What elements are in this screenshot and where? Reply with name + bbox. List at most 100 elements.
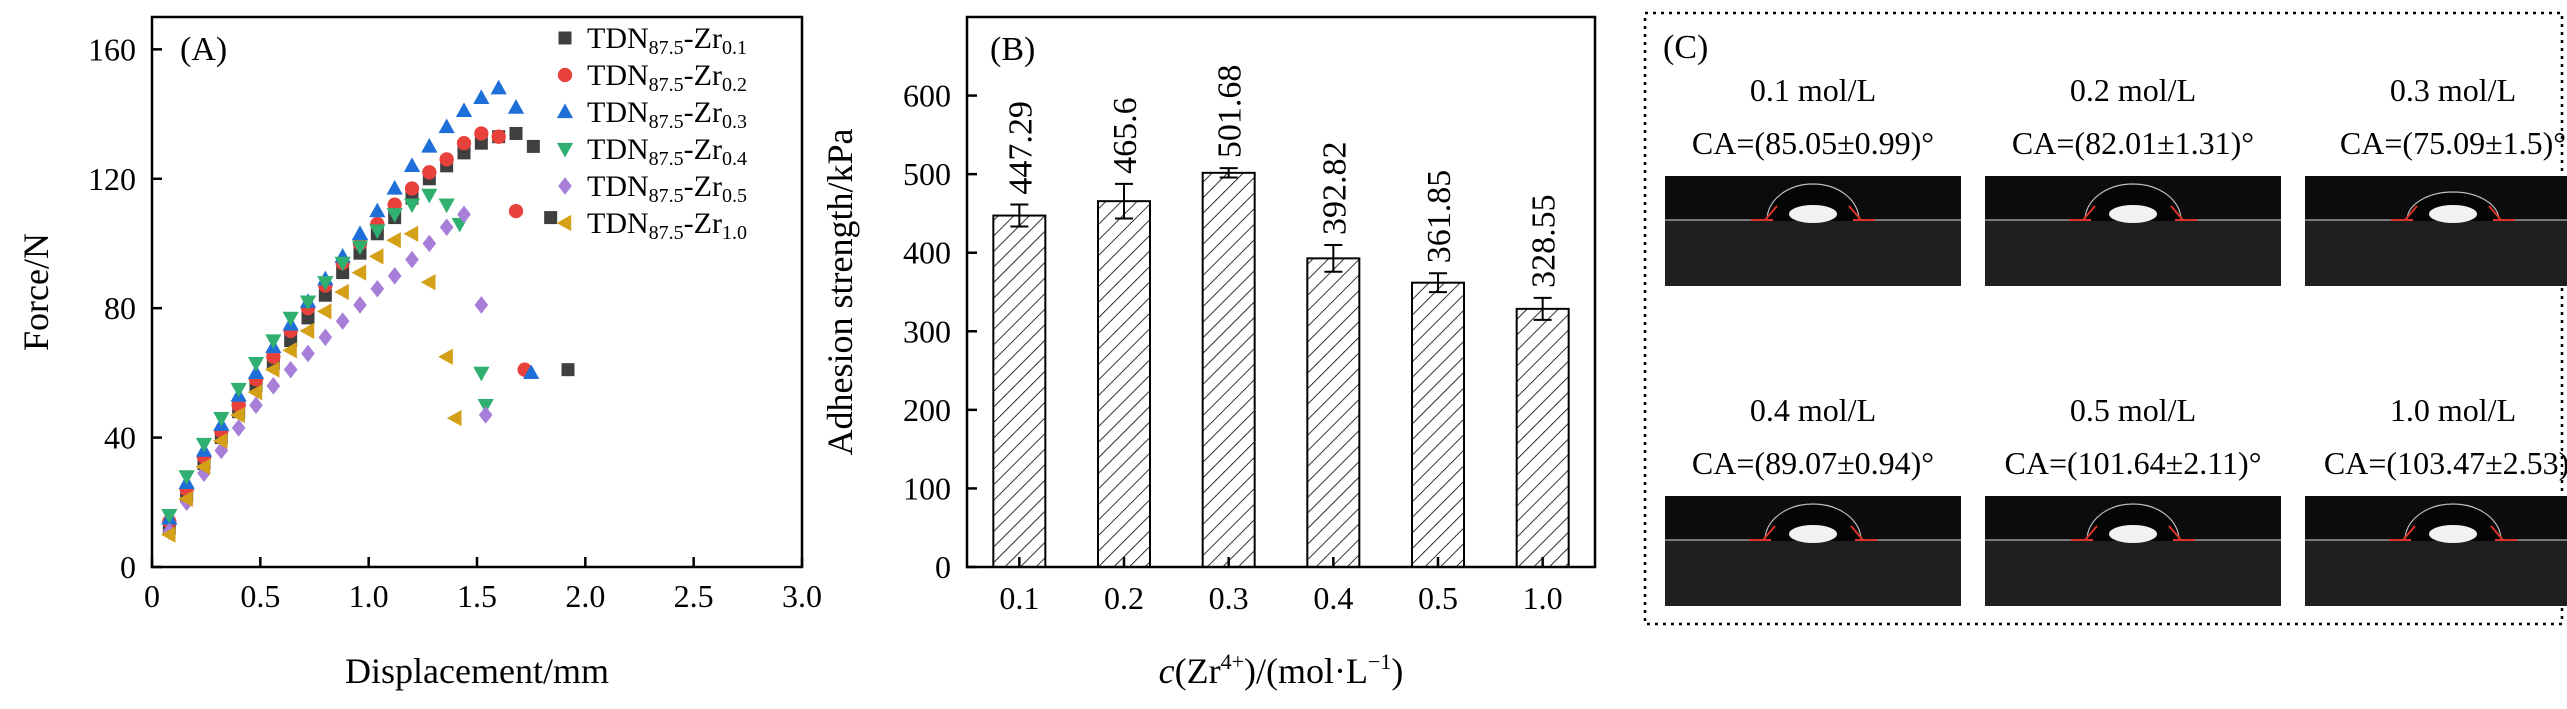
bar-value-label: 361.85 <box>1421 170 1458 264</box>
x-tick-label: 0 <box>144 578 160 614</box>
y-tick-label: 0 <box>120 549 136 585</box>
data-point <box>370 279 385 298</box>
data-point <box>318 328 333 347</box>
data-point <box>387 267 402 285</box>
legend-marker <box>558 31 572 45</box>
data-point <box>265 334 282 349</box>
droplet-highlight <box>1789 205 1837 223</box>
legend-label: TDN87.5-Zr0.2 <box>587 59 747 96</box>
data-point <box>334 256 351 272</box>
data-point <box>422 234 437 253</box>
legend-marker <box>558 177 572 195</box>
data-point <box>178 490 193 508</box>
data-point <box>316 303 332 320</box>
data-point <box>438 118 455 134</box>
data-point <box>301 311 315 325</box>
x-tick-label: 0.5 <box>240 578 280 614</box>
data-point <box>195 458 211 475</box>
data-point <box>446 410 462 427</box>
data-point <box>160 526 176 543</box>
data-point <box>212 432 228 449</box>
data-point <box>231 419 246 437</box>
bar-1.0 <box>1515 307 1570 568</box>
data-point <box>386 232 401 249</box>
y-tick-label: 40 <box>104 420 136 456</box>
droplet-highlight <box>1789 525 1837 543</box>
data-point <box>421 188 438 204</box>
droplet-photo <box>2305 496 2567 606</box>
y-tick-label: 400 <box>903 235 951 271</box>
x-tick-label: 1.0 <box>1523 580 1563 616</box>
data-point <box>369 224 386 239</box>
contact-angle-cell: 0.3 mol/L CA=(75.09±1.5)° <box>2305 72 2567 286</box>
bar-0.2 <box>1097 200 1151 569</box>
series-0.1 <box>162 126 575 535</box>
contact-angle-label: CA=(82.01±1.31)° <box>2012 125 2254 161</box>
data-point <box>420 274 436 291</box>
contact-angle-cell: 1.0 mol/L CA=(103.47±2.53)° <box>2305 392 2567 606</box>
data-point <box>299 322 315 339</box>
droplet-photo <box>1985 176 2281 286</box>
data-point <box>405 250 419 269</box>
y-tick-label: 600 <box>903 78 951 114</box>
series-0.5 <box>162 205 493 541</box>
data-point <box>508 203 524 219</box>
substrate-overlay <box>2305 221 2567 251</box>
contact-angle-label: CA=(103.47±2.53)° <box>2324 445 2567 481</box>
data-point <box>368 248 384 265</box>
droplet-highlight <box>2109 525 2157 543</box>
legend-marker <box>556 103 574 119</box>
data-point <box>197 464 211 482</box>
x-tick-label: 0.2 <box>1104 580 1144 616</box>
y-tick-label: 0 <box>935 549 951 585</box>
x-tick-label: 3.0 <box>782 578 822 614</box>
y-tick-label: 300 <box>903 313 951 349</box>
angle-marker-right <box>2170 205 2184 221</box>
data-point <box>457 146 471 160</box>
data-point <box>526 139 540 153</box>
angle-marker-left <box>2404 205 2418 221</box>
data-point <box>266 377 281 395</box>
legend-item: TDN87.5-Zr0.2 <box>557 59 747 96</box>
concentration-label: 1.0 mol/L <box>2390 392 2516 428</box>
x-tick-label: 1.5 <box>457 578 497 614</box>
series-1.0 <box>160 225 462 543</box>
data-point <box>247 357 265 372</box>
data-point <box>478 406 493 424</box>
data-point <box>369 202 386 218</box>
data-point <box>335 312 350 330</box>
legend-marker <box>557 67 573 83</box>
panel-a-x-axis-title: Displacement/mm <box>345 651 609 691</box>
contact-angle-cell: 0.4 mol/L CA=(89.07±0.94)° <box>1665 392 1961 606</box>
data-point <box>351 240 369 256</box>
data-point <box>230 382 247 398</box>
series-0.4 <box>161 188 494 524</box>
x-tick-label: 2.0 <box>565 578 605 614</box>
data-point <box>336 266 350 280</box>
data-point <box>161 509 178 524</box>
panel-a-x-axis: 0 0.5 1.0 1.5 2.0 2.5 3.0 <box>144 557 822 614</box>
panel-b-y-axis-title: Adhesion strength/kPa <box>820 129 860 456</box>
data-point <box>474 136 488 150</box>
angle-marker-left <box>2084 525 2098 541</box>
legend-label: TDN87.5-Zr0.3 <box>587 96 747 133</box>
substrate-overlay <box>1665 541 1961 579</box>
data-point <box>438 198 455 214</box>
droplet-photo <box>1665 496 1961 606</box>
panel-a-label: (A) <box>180 31 227 68</box>
panel-a-y-axis: 0 40 80 120 160 <box>88 31 162 585</box>
bar-0.5 <box>1411 281 1465 568</box>
droplet-photo <box>1665 176 1961 286</box>
panel-a-legend: TDN87.5-Zr0.1TDN87.5-Zr0.2TDN87.5-Zr0.3T… <box>556 22 747 244</box>
x-tick-label: 0.1 <box>999 580 1039 616</box>
x-tick-label: 0.5 <box>1418 580 1458 616</box>
y-tick-label: 80 <box>104 290 136 326</box>
substrate-overlay <box>1665 221 1961 259</box>
data-point <box>490 79 507 95</box>
bar-0.4 <box>1306 257 1361 568</box>
x-tick-label: 0.3 <box>1209 580 1249 616</box>
x-tick-label: 0.4 <box>1313 580 1353 616</box>
droplet-highlight <box>2109 205 2157 223</box>
contact-angle-label: CA=(75.09±1.5)° <box>2340 125 2566 161</box>
